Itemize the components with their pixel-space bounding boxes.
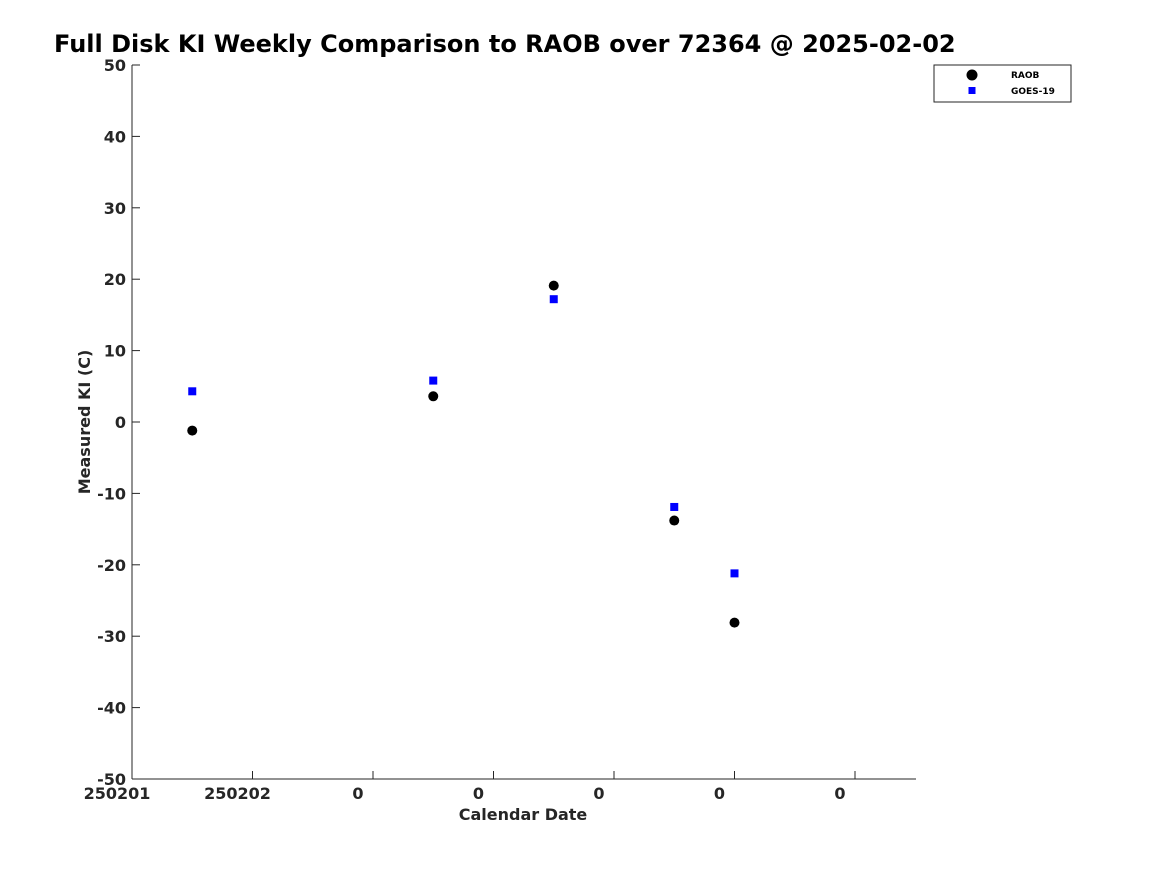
legend-raob-marker — [966, 69, 978, 81]
x-tick-label: 0 — [593, 784, 604, 803]
y-tick-label: -40 — [97, 699, 126, 718]
goes-19-point — [549, 295, 558, 304]
legend-goes-marker — [968, 87, 976, 94]
x-tick-label: 0 — [352, 784, 363, 803]
raob-point — [187, 425, 198, 436]
goes-19-point — [730, 569, 739, 578]
y-tick-label: -20 — [97, 556, 126, 575]
x-tick-label: 0 — [834, 784, 845, 803]
x-tick-label: 250202 — [204, 784, 271, 803]
raob-point — [548, 280, 559, 291]
legend-box — [933, 64, 1072, 103]
chart-title: Full Disk KI Weekly Comparison to RAOB o… — [54, 30, 956, 58]
raob-point — [428, 391, 439, 402]
x-tick-label: 0 — [473, 784, 484, 803]
goes-19-point — [670, 502, 679, 511]
x-axis-label: Calendar Date — [459, 805, 588, 824]
legend-raob-label: RAOB — [1011, 71, 1040, 81]
y-tick-label: 20 — [104, 270, 126, 289]
y-tick-label: 50 — [104, 56, 126, 75]
goes-19-point — [188, 387, 197, 396]
y-tick-label: -10 — [97, 484, 126, 503]
data-points — [187, 280, 740, 628]
y-tick-label: 30 — [104, 199, 126, 218]
legend: RAOB GOES-19 — [933, 64, 1072, 103]
raob-point — [669, 515, 680, 526]
goes-19-point — [429, 376, 438, 385]
y-axis-label: Measured KI (C) — [75, 350, 94, 495]
legend-goes-label: GOES-19 — [1011, 87, 1055, 97]
raob-point — [729, 617, 740, 628]
y-tick-label: -50 — [97, 770, 126, 789]
y-ticks: 50 40 30 20 10 0 -10 -20 -30 -40 -50 — [97, 56, 140, 789]
y-tick-label: -30 — [97, 627, 126, 646]
x-tick-label: 0 — [714, 784, 725, 803]
y-tick-label: 10 — [104, 342, 126, 361]
x-ticks: 250201 250202 0 0 0 0 0 — [84, 771, 856, 803]
x-tick-label: 250201 — [84, 784, 151, 803]
plot-axes — [131, 65, 916, 780]
y-tick-label: 0 — [115, 413, 126, 432]
y-tick-label: 40 — [104, 127, 126, 146]
